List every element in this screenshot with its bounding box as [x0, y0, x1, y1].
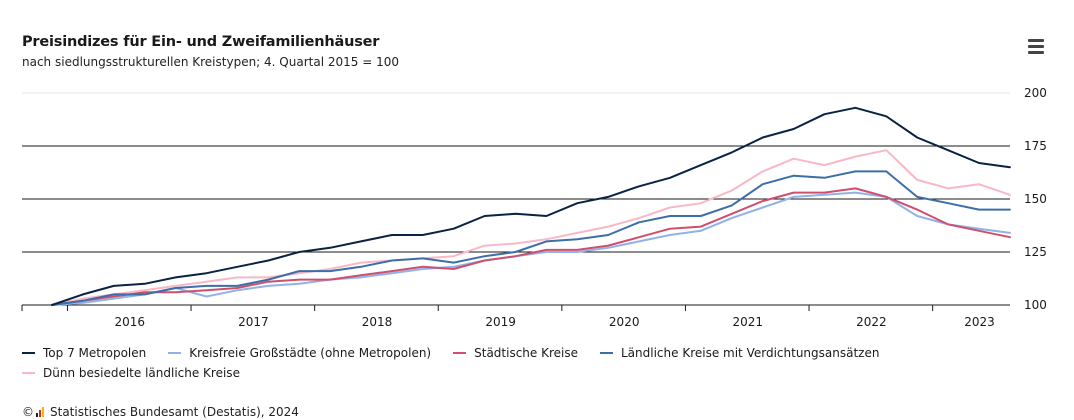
legend-item-laendliche-verdichtung[interactable]: Ländliche Kreise mit Verdichtungsansätze… — [600, 346, 879, 360]
menu-bar-bottom — [1028, 51, 1044, 54]
y-tick-label: 150 — [1024, 192, 1047, 206]
x-tick-label: 2016 — [115, 315, 146, 329]
series-line-0 — [51, 106, 1011, 306]
series-line-3 — [51, 170, 1011, 306]
legend-label: Städtische Kreise — [474, 346, 578, 360]
y-tick-label: 100 — [1024, 298, 1047, 312]
legend-swatch-laendliche-verdichtung — [600, 352, 613, 354]
y-tick-label: 175 — [1024, 139, 1047, 153]
legend-label: Top 7 Metropolen — [43, 346, 147, 360]
x-tick-label: 2020 — [609, 315, 640, 329]
legend-item-duenn-besiedelt[interactable]: Dünn besiedelte ländliche Kreise — [22, 366, 240, 380]
chart-subtitle: nach siedlungsstrukturellen Kreistypen; … — [22, 55, 399, 69]
hamburger-menu-icon[interactable] — [1022, 36, 1048, 58]
series-line-1 — [51, 191, 1011, 306]
y-tick-label: 200 — [1024, 86, 1047, 100]
legend-item-grossstaedte[interactable]: Kreisfreie Großstädte (ohne Metropolen) — [168, 346, 431, 360]
copyright-symbol: © — [22, 405, 34, 419]
x-tick-label: 2022 — [856, 315, 887, 329]
source-text: Statistisches Bundesamt (Destatis), 2024 — [50, 405, 299, 419]
destatis-logo-icon — [36, 407, 46, 417]
menu-bar-middle — [1028, 45, 1044, 48]
legend-swatch-staedtische-kreise — [453, 352, 467, 354]
menu-bar-top — [1028, 39, 1044, 42]
chart-title: Preisindizes für Ein- und Zweifamilienhä… — [22, 34, 380, 50]
legend-swatch-top7 — [22, 352, 35, 354]
x-tick-label: 2021 — [733, 315, 764, 329]
x-tick-label: 2017 — [238, 315, 269, 329]
x-tick-label: 2023 — [964, 315, 995, 329]
source-credit[interactable]: © Statistisches Bundesamt (Destatis), 20… — [22, 405, 299, 419]
series-line-4 — [51, 149, 1011, 306]
x-tick-label: 2018 — [362, 315, 393, 329]
series-line-2 — [51, 187, 1011, 306]
legend: Top 7 Metropolen Kreisfreie Großstädte (… — [22, 346, 901, 360]
legend-item-staedtische-kreise[interactable]: Städtische Kreise — [453, 346, 578, 360]
x-tick-label: 2019 — [485, 315, 516, 329]
legend-label: Ländliche Kreise mit Verdichtungsansätze… — [621, 346, 880, 360]
legend-label: Dünn besiedelte ländliche Kreise — [43, 366, 240, 380]
legend-row-2: Dünn besiedelte ländliche Kreise — [22, 366, 262, 380]
legend-item-top7[interactable]: Top 7 Metropolen — [22, 346, 146, 360]
legend-swatch-grossstaedte — [168, 352, 182, 354]
legend-label: Kreisfreie Großstädte (ohne Metropolen) — [189, 346, 432, 360]
y-tick-label: 125 — [1024, 245, 1047, 259]
legend-swatch-duenn-besiedelt — [22, 372, 35, 374]
